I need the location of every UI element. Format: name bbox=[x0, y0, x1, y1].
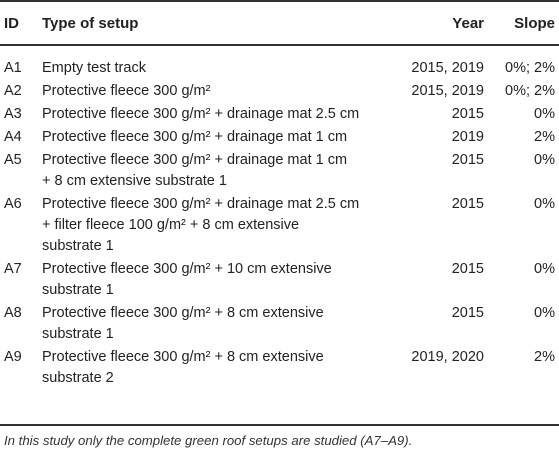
cell-id: A9 bbox=[4, 349, 22, 365]
cell-slope: 0% bbox=[534, 261, 555, 277]
cell-type-line: Protective fleece 300 g/m² + drainage ma… bbox=[42, 152, 348, 168]
table-row: A8 Protective fleece 300 g/m² + 8 cm exte… bbox=[0, 303, 559, 347]
cell-type-line: Protective fleece 300 g/m² + drainage ma… bbox=[42, 106, 360, 122]
cell-id: A3 bbox=[4, 106, 22, 122]
cell-type-line: + filter fleece 100 g/m² + 8 cm extensiv… bbox=[42, 217, 300, 233]
cell-year: 2015 bbox=[451, 196, 484, 212]
cell-slope: 0% bbox=[534, 305, 555, 321]
cell-type-line: Protective fleece 300 g/m² + 10 cm exten… bbox=[42, 261, 332, 277]
header-year: Year bbox=[378, 0, 484, 46]
bottom-rule bbox=[0, 424, 559, 426]
cell-type-line: Empty test track bbox=[42, 60, 146, 76]
cell-type: Protective fleece 300 g/m² + drainage ma… bbox=[42, 104, 378, 127]
header-id: ID bbox=[0, 0, 42, 46]
table-row: A9 Protective fleece 300 g/m² + 8 cm exte… bbox=[0, 347, 559, 391]
cell-type: Protective fleece 300 g/m² + drainage ma… bbox=[42, 194, 378, 259]
header-slope: Slope bbox=[484, 0, 559, 46]
cell-type-line: Protective fleece 300 g/m² bbox=[42, 83, 211, 99]
cell-type-line: Protective fleece 300 g/m² + drainage ma… bbox=[42, 129, 348, 145]
cell-year: 2015 bbox=[451, 152, 484, 168]
cell-year: 2015 bbox=[451, 305, 484, 321]
cell-type-line: + 8 cm extensive substrate 1 bbox=[42, 173, 227, 189]
cell-slope: 0% bbox=[534, 106, 555, 122]
cell-year: 2015, 2019 bbox=[411, 83, 484, 99]
cell-type: Protective fleece 300 g/m² bbox=[42, 81, 378, 104]
table-row: A5 Protective fleece 300 g/m² + drainage … bbox=[0, 150, 559, 194]
cell-slope: 0%; 2% bbox=[505, 83, 555, 99]
cell-slope: 2% bbox=[534, 349, 555, 365]
table-body: A1 Empty test track 2015, 2019 0%; 2% A2 Prot… bbox=[0, 45, 559, 391]
header-row: ID Type of setup Year Slope bbox=[0, 0, 559, 46]
table-header: ID Type of setup Year Slope bbox=[0, 0, 559, 46]
cell-year: 2015, 2019 bbox=[411, 60, 484, 76]
cell-year: 2019 bbox=[451, 129, 484, 145]
cell-year: 2015 bbox=[451, 261, 484, 277]
cell-type: Protective fleece 300 g/m² + 8 cm extens… bbox=[42, 347, 378, 391]
table-row: A7 Protective fleece 300 g/m² + 10 cm ext… bbox=[0, 259, 559, 303]
table-row: A6 Protective fleece 300 g/m² + drainage … bbox=[0, 194, 559, 259]
cell-slope: 0% bbox=[534, 196, 555, 212]
cell-id: A5 bbox=[4, 152, 22, 168]
cell-id: A7 bbox=[4, 261, 22, 277]
cell-type-line: Protective fleece 300 g/m² + drainage ma… bbox=[42, 196, 360, 212]
cell-slope: 2% bbox=[534, 129, 555, 145]
table-row: A2 Protective fleece 300 g/m² 2015, 2019 0%… bbox=[0, 81, 559, 104]
cell-type: Empty test track bbox=[42, 45, 378, 81]
cell-slope: 0% bbox=[534, 152, 555, 168]
setup-table: ID Type of setup Year Slope A1 Empty test… bbox=[0, 0, 559, 391]
table-footnote: In this study only the complete green ro… bbox=[4, 433, 413, 448]
cell-slope: 0%; 2% bbox=[505, 60, 555, 76]
cell-type-line: Protective fleece 300 g/m² + 8 cm extens… bbox=[42, 349, 324, 365]
cell-type-line: substrate 1 bbox=[42, 326, 114, 342]
cell-type-line: substrate 1 bbox=[42, 238, 114, 254]
table-row: A3 Protective fleece 300 g/m² + drainage … bbox=[0, 104, 559, 127]
setup-table-container: ID Type of setup Year Slope A1 Empty test… bbox=[0, 0, 559, 391]
cell-type: Protective fleece 300 g/m² + 8 cm extens… bbox=[42, 303, 378, 347]
header-type: Type of setup bbox=[42, 0, 378, 46]
table-row: A1 Empty test track 2015, 2019 0%; 2% bbox=[0, 45, 559, 81]
cell-year: 2019, 2020 bbox=[411, 349, 484, 365]
cell-year: 2015 bbox=[451, 106, 484, 122]
table-row: A4 Protective fleece 300 g/m² + drainage … bbox=[0, 127, 559, 150]
cell-type-line: Protective fleece 300 g/m² + 8 cm extens… bbox=[42, 305, 324, 321]
cell-type-line: substrate 1 bbox=[42, 282, 114, 298]
cell-id: A1 bbox=[4, 60, 22, 76]
cell-id: A8 bbox=[4, 305, 22, 321]
cell-id: A4 bbox=[4, 129, 22, 145]
cell-type: Protective fleece 300 g/m² + drainage ma… bbox=[42, 150, 378, 194]
cell-id: A6 bbox=[4, 196, 22, 212]
cell-type: Protective fleece 300 g/m² + drainage ma… bbox=[42, 127, 378, 150]
cell-id: A2 bbox=[4, 83, 22, 99]
cell-type: Protective fleece 300 g/m² + 10 cm exten… bbox=[42, 259, 378, 303]
cell-type-line: substrate 2 bbox=[42, 370, 114, 386]
